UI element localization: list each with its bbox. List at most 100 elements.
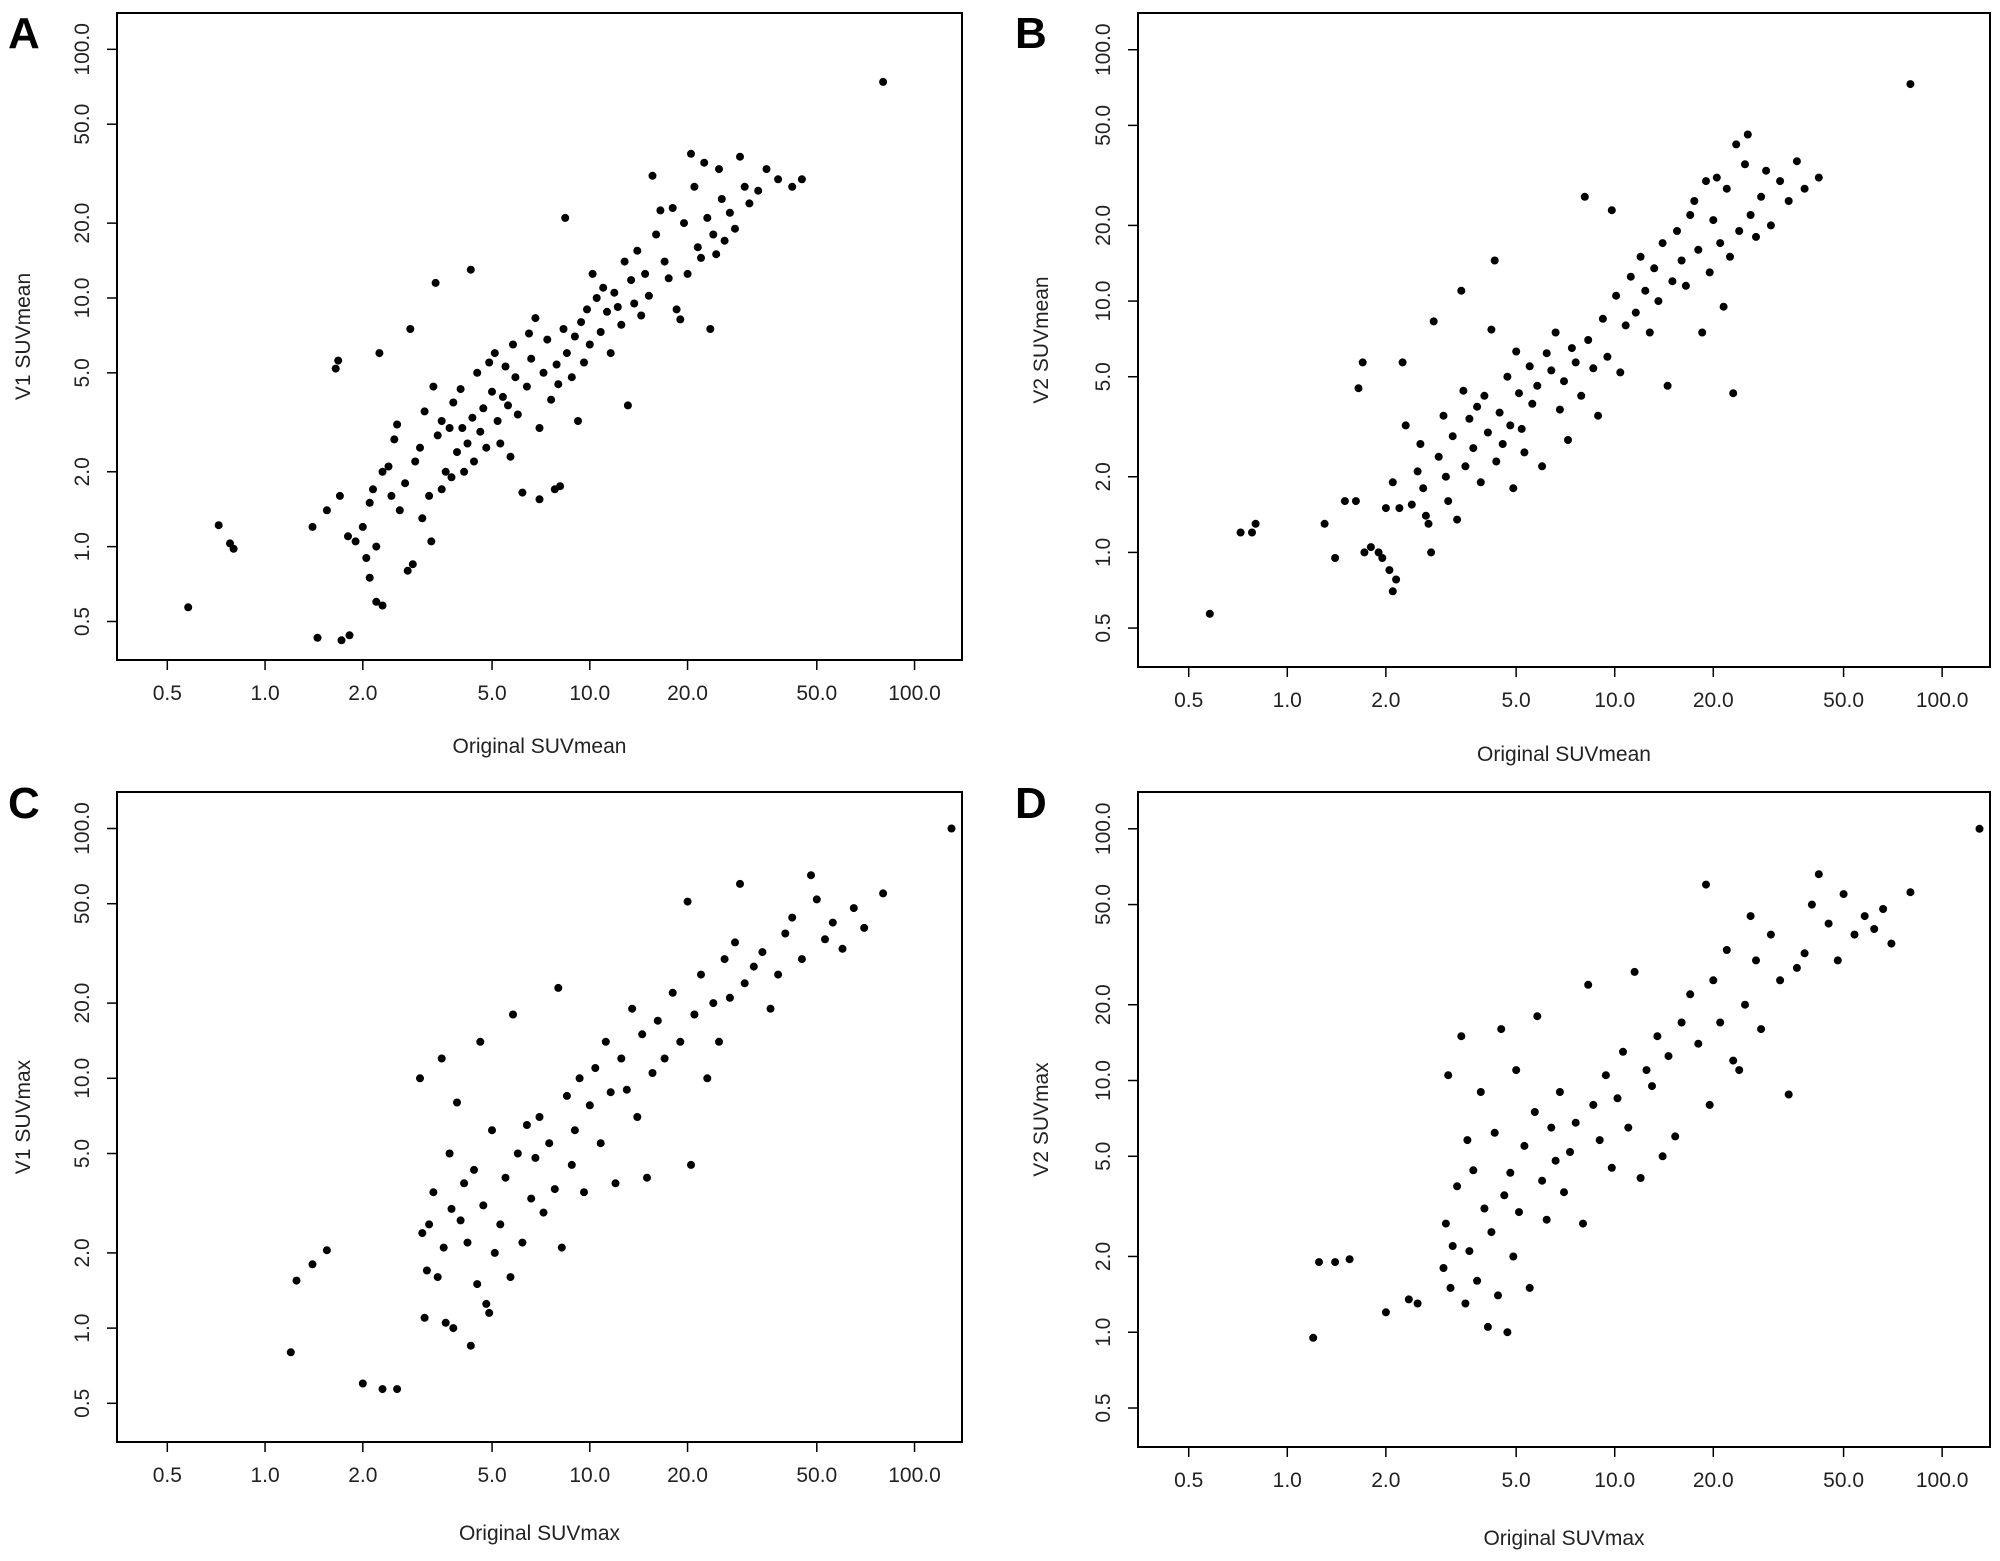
data-point	[1621, 321, 1630, 330]
data-point	[690, 182, 699, 191]
data-point	[1616, 368, 1625, 377]
data-point	[1694, 1039, 1703, 1048]
y-tick-label: 2.0	[1092, 1242, 1115, 1271]
data-point	[1601, 1071, 1610, 1080]
x-tick-label: 20.0	[667, 682, 708, 705]
data-point	[1555, 1088, 1564, 1096]
data-point	[754, 186, 763, 195]
data-point	[683, 897, 692, 906]
data-point	[745, 199, 754, 208]
data-point	[1716, 239, 1725, 248]
data-point	[1564, 436, 1572, 444]
x-tick-label: 10.0	[569, 1464, 610, 1487]
data-point	[1424, 519, 1433, 528]
y-tick-label: 5.0	[1092, 1142, 1115, 1171]
data-point	[1839, 890, 1848, 899]
data-point	[351, 537, 360, 546]
x-tick-label: 0.5	[153, 1464, 182, 1487]
data-point	[322, 506, 331, 515]
x-tick-label: 50.0	[796, 682, 837, 705]
data-point	[1555, 405, 1564, 414]
x-tick-label: 100.0	[888, 682, 941, 705]
data-point	[384, 462, 393, 471]
x-tick-label: 100.0	[888, 1464, 941, 1487]
data-point	[1427, 548, 1436, 557]
data-point	[506, 1273, 515, 1282]
data-point	[1413, 467, 1422, 476]
data-point	[1566, 1148, 1574, 1156]
y-tick-label: 10.0	[1092, 1060, 1115, 1101]
data-point	[1800, 949, 1809, 958]
data-point	[331, 364, 340, 373]
data-point	[335, 491, 344, 500]
y-tick-label: 50.0	[1092, 105, 1115, 146]
data-point	[470, 457, 478, 466]
data-point	[490, 349, 499, 358]
panel-b: B 0.5 1.0 2.0 5.0 10.0 20.0 50.0 100.0 0.5 1.0 2.0 5…	[1015, 9, 1991, 766]
data-point	[498, 392, 507, 401]
data-point	[493, 417, 502, 425]
data-point	[506, 452, 515, 461]
data-point	[807, 871, 815, 880]
data-point	[1642, 1066, 1651, 1075]
data-point	[1517, 424, 1526, 433]
data-point	[1487, 1228, 1496, 1237]
y-tick-label: 0.5	[1092, 613, 1115, 642]
data-point	[1757, 1025, 1766, 1034]
data-point	[1480, 1204, 1489, 1213]
data-point	[456, 385, 465, 394]
data-point	[821, 935, 829, 944]
data-point	[1619, 1047, 1627, 1056]
data-point	[1648, 1082, 1656, 1091]
data-point	[788, 182, 797, 191]
data-point	[479, 404, 488, 413]
data-point	[1480, 391, 1489, 400]
data-point	[1331, 1258, 1340, 1267]
data-point	[630, 299, 639, 308]
data-point	[1465, 1247, 1474, 1256]
data-point	[1584, 980, 1593, 989]
data-point	[1650, 264, 1659, 273]
data-point	[433, 431, 442, 440]
y-tick-label: 10.0	[71, 1058, 94, 1099]
data-point	[473, 1280, 482, 1289]
data-point	[1658, 239, 1667, 248]
data-point	[554, 380, 563, 389]
data-point	[774, 175, 783, 184]
data-point	[433, 1273, 442, 1282]
y-tick-label: 100.0	[71, 802, 94, 855]
data-point	[1743, 130, 1752, 139]
data-point	[1429, 317, 1438, 326]
data-point	[559, 325, 568, 333]
data-point	[482, 443, 491, 452]
data-point	[509, 340, 517, 349]
y-tick-label: 5.0	[71, 1139, 94, 1168]
data-point	[447, 1204, 456, 1213]
data-point	[1542, 1215, 1551, 1224]
data-point	[879, 77, 888, 86]
data-point	[501, 1173, 510, 1182]
data-point	[445, 424, 454, 432]
data-point	[476, 427, 485, 436]
data-point	[570, 332, 579, 341]
data-point	[445, 1149, 454, 1158]
data-point	[1398, 358, 1407, 367]
data-point	[1784, 197, 1793, 205]
data-point	[1421, 511, 1430, 520]
data-point	[720, 955, 729, 964]
data-point	[458, 424, 467, 432]
data-point	[1571, 1118, 1580, 1127]
data-point	[1483, 428, 1492, 437]
data-point	[652, 230, 661, 239]
data-point	[1453, 515, 1462, 524]
data-point	[628, 1004, 637, 1013]
data-point	[676, 1037, 685, 1046]
y-tick-label: 1.0	[1092, 538, 1115, 567]
data-point	[1533, 1012, 1542, 1021]
data-point	[580, 1188, 588, 1197]
x-tick-label: 1.0	[1273, 689, 1302, 712]
data-point	[1860, 912, 1869, 921]
data-point	[709, 999, 718, 1008]
data-point	[449, 1324, 458, 1333]
data-point	[567, 373, 576, 382]
